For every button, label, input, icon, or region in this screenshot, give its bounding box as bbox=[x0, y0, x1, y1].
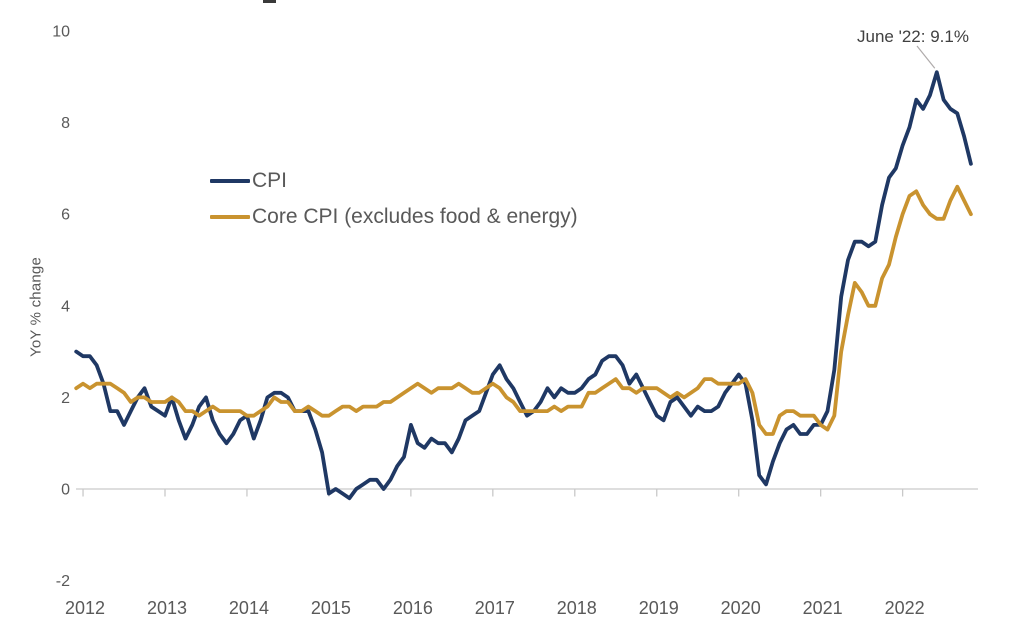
x-tick-label: 2014 bbox=[229, 598, 269, 618]
cpi-line bbox=[74, 70, 973, 501]
x-tick-label: 2018 bbox=[557, 598, 597, 618]
x-tick-label: 2017 bbox=[475, 598, 515, 618]
x-tick-label: 2022 bbox=[885, 598, 925, 618]
y-tick-label: -2 bbox=[56, 573, 70, 590]
y-tick-label: 6 bbox=[61, 207, 70, 224]
legend-item-core-cpi: Core CPI (excludes food & energy) bbox=[210, 203, 578, 230]
legend-label-cpi: CPI bbox=[252, 168, 288, 192]
legend-item-cpi: CPI bbox=[210, 167, 578, 194]
x-tick-label: 2016 bbox=[393, 598, 433, 618]
legend-label-core-cpi: Core CPI (excludes food & energy) bbox=[252, 204, 578, 228]
cropped-title-remnant bbox=[263, 0, 276, 3]
legend: CPI Core CPI (excludes food & energy) bbox=[210, 167, 578, 239]
peak-annotation: June '22: 9.1% bbox=[857, 27, 969, 46]
annotation-leader-line bbox=[916, 45, 936, 69]
y-tick-label: 8 bbox=[61, 115, 70, 132]
y-tick-label: 10 bbox=[52, 24, 70, 41]
x-tick-label: 2020 bbox=[721, 598, 761, 618]
y-tick-label: 4 bbox=[61, 298, 70, 315]
x-tick-label: 2015 bbox=[311, 598, 351, 618]
x-tick-label: 2019 bbox=[639, 598, 679, 618]
cpi-line-swatch-icon bbox=[210, 178, 250, 183]
x-tick-label: 2013 bbox=[147, 598, 187, 618]
core-cpi-line bbox=[74, 184, 973, 436]
x-tick-label: 2021 bbox=[803, 598, 843, 618]
y-tick-label: 0 bbox=[61, 482, 70, 499]
y-tick-label: 2 bbox=[61, 390, 70, 407]
core-cpi-line-swatch-icon bbox=[210, 214, 250, 219]
x-tick-label: 2012 bbox=[65, 598, 105, 618]
